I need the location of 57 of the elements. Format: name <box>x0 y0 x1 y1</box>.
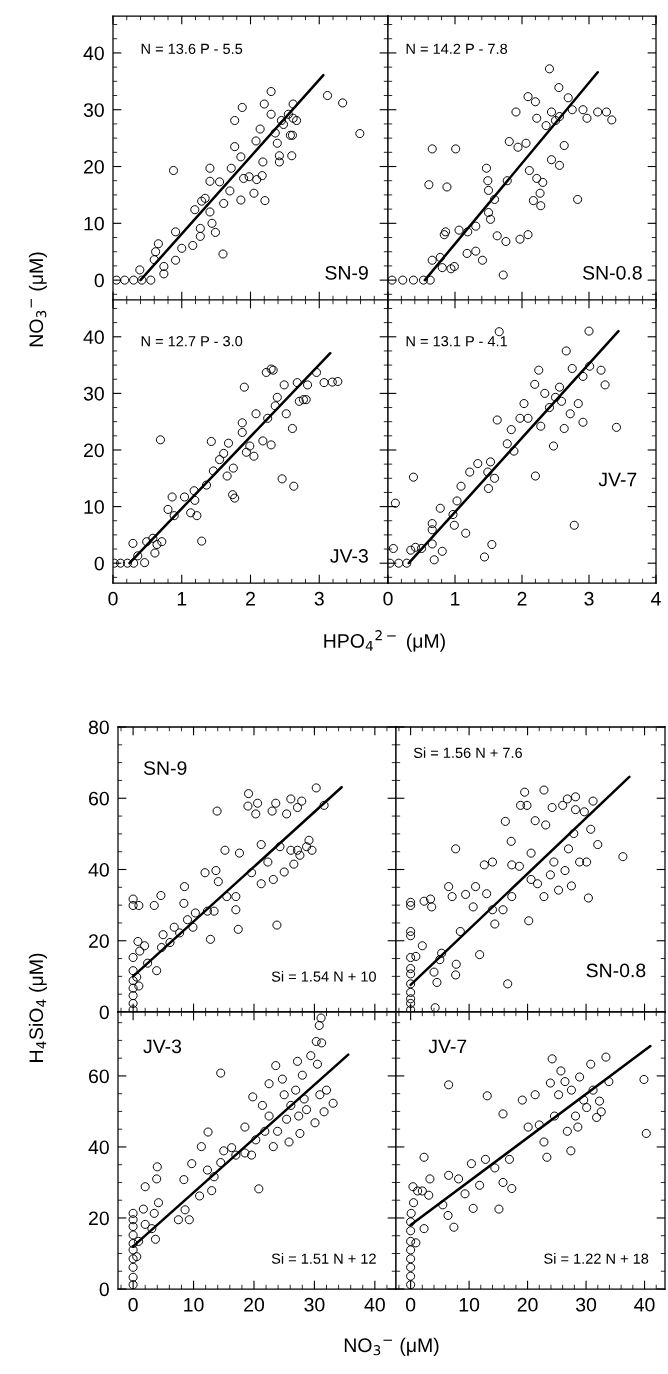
x-tick-label: 1 <box>177 592 187 606</box>
y-tick-label: 40 <box>88 862 109 877</box>
y-tick-label: 40 <box>88 1140 109 1155</box>
y-tick-label: 80 <box>88 720 109 735</box>
y-tick-label: 60 <box>89 791 109 806</box>
annotation: JV-3 <box>143 1039 182 1054</box>
x-tick-label: 40 <box>364 1297 385 1312</box>
x-axis-title: NO$_{3}$$^{−}$ (μM) <box>344 1337 439 1356</box>
annotation: JV-7 <box>428 1039 467 1054</box>
y-tick-label: 0 <box>94 273 104 288</box>
annotation: SN-9 <box>325 265 368 280</box>
y-tick-label: 0 <box>99 1005 109 1020</box>
y-tick-label: 20 <box>84 443 104 458</box>
x-tick-label: 0 <box>128 1297 138 1312</box>
y-tick-label: 30 <box>83 103 104 117</box>
annotation: SN-0.8 <box>586 963 646 978</box>
x-axis-title: HPO$_{4}$$^{2−}$ (μM) <box>324 630 445 652</box>
x-tick-label: 40 <box>634 1297 655 1312</box>
y-tick-label: 20 <box>84 159 104 174</box>
y-axis-title: H$_{4}$SiO$_{4}$ (μM) <box>28 953 47 1062</box>
y-tick-label: 40 <box>83 46 104 61</box>
y-axis-title: NO$_{3}$$^{−}$ (μM) <box>28 252 47 347</box>
annotation: Si = 1.51 N + 12 <box>271 1253 376 1264</box>
x-tick-label: 3 <box>314 591 324 606</box>
annotation: SN-9 <box>143 761 187 775</box>
y-tick-label: 40 <box>83 330 104 345</box>
x-tick-label: 0 <box>383 591 393 606</box>
x-tick-label: 30 <box>304 1297 325 1312</box>
x-tick-label: 10 <box>459 1297 480 1312</box>
x-tick-label: 20 <box>244 1297 265 1312</box>
y-tick-label: 10 <box>84 500 104 514</box>
y-tick-label: 10 <box>84 216 104 231</box>
annotation: JV-7 <box>598 472 637 487</box>
y-tick-label: 30 <box>83 386 104 401</box>
annotation: N = 14.2 P - 7.8 <box>406 43 508 54</box>
y-tick-label: 60 <box>89 1069 109 1084</box>
annotation: JV-3 <box>330 548 368 563</box>
x-tick-label: 3 <box>584 591 594 606</box>
annotation: N = 13.6 P - 5.5 <box>141 43 243 54</box>
x-tick-label: 0 <box>405 1297 416 1312</box>
annotation: N = 12.7 P - 3.0 <box>141 336 243 347</box>
y-tick-label: 20 <box>89 934 109 948</box>
x-tick-label: 1 <box>451 592 460 606</box>
y-tick-label: 20 <box>89 1211 109 1226</box>
x-tick-label: 2 <box>517 591 527 606</box>
annotation: SN-0.8 <box>582 265 642 280</box>
x-tick-label: 4 <box>651 592 661 606</box>
y-tick-label: 0 <box>99 1282 109 1297</box>
x-tick-label: 30 <box>575 1297 597 1312</box>
y-tick-label: 0 <box>94 556 104 571</box>
annotation: Si = 1.54 N + 10 <box>271 971 376 982</box>
x-tick-label: 2 <box>246 591 255 606</box>
annotation: Si = 1.56 N + 7.6 <box>413 747 523 758</box>
x-tick-label: 10 <box>184 1297 204 1312</box>
annotation: Si = 1.22 N + 18 <box>544 1253 649 1264</box>
x-tick-label: 20 <box>517 1297 538 1312</box>
annotation: N = 13.1 P - 4.1 <box>406 336 507 347</box>
